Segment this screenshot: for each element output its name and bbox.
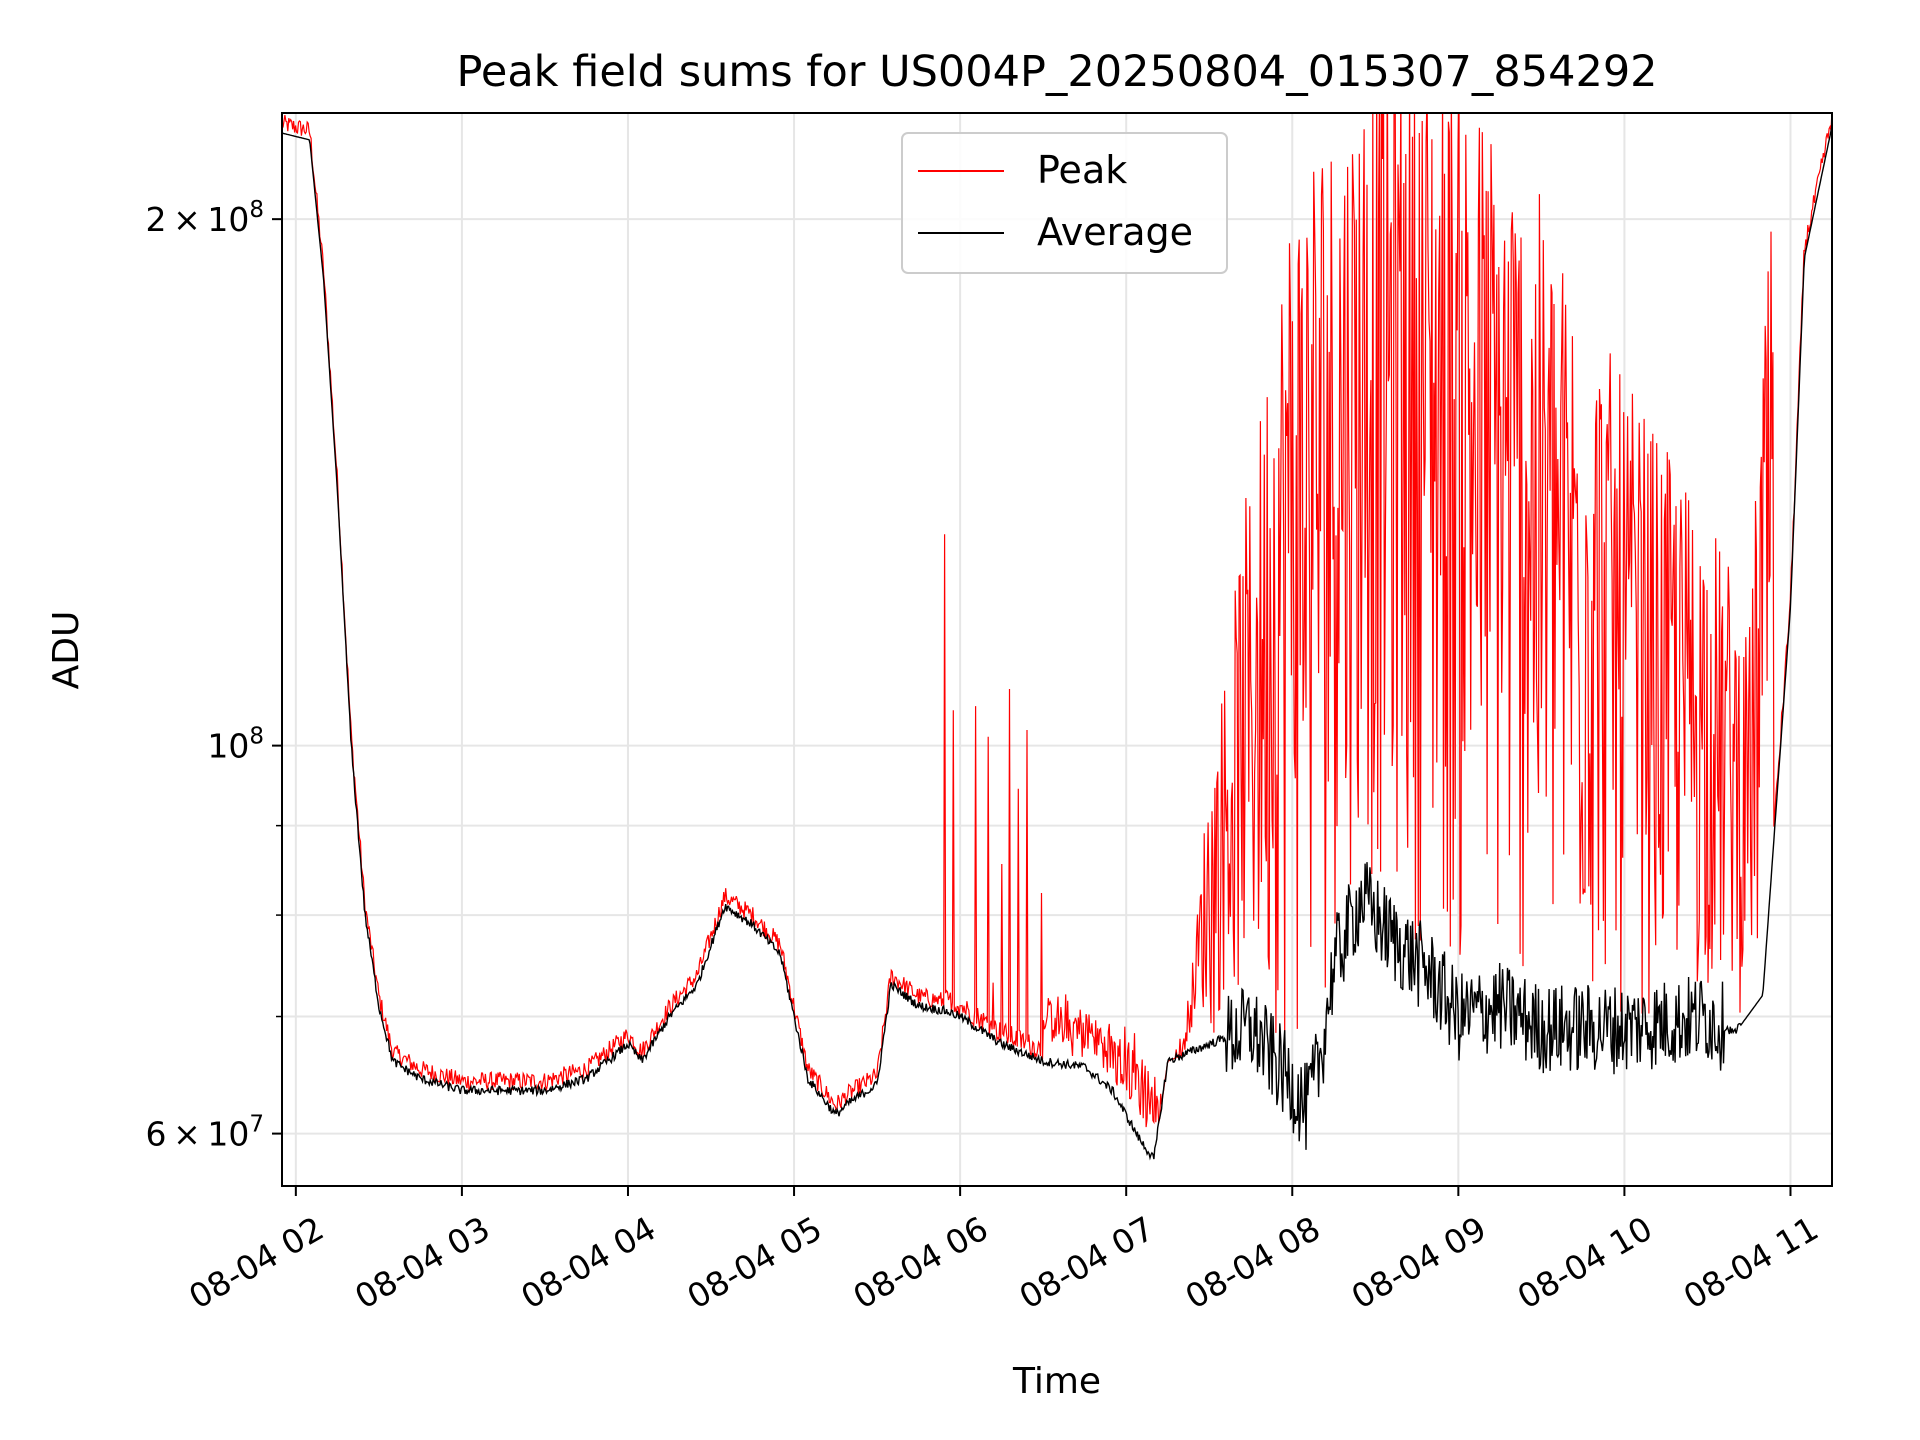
series-line-average	[282, 126, 1832, 1161]
y-tick-label: 108	[207, 724, 264, 766]
y-axis-ticks: 6 × 107 108 2 × 108	[146, 197, 282, 1154]
plot-frame	[281, 112, 1833, 1187]
y-tick-label: 2 × 108	[146, 197, 264, 239]
y-axis-label: ADU	[46, 611, 87, 690]
legend-label-peak: Peak	[1037, 148, 1127, 192]
legend-label-average: Average	[1037, 210, 1193, 254]
y-tick-label: 6 × 107	[146, 1112, 264, 1154]
series-line-peak	[282, 113, 1832, 1128]
legend: Peak Average	[901, 132, 1228, 274]
series-layer	[282, 113, 1832, 1161]
chart-title: Peak field sums for US004P_20250804_0153…	[456, 47, 1657, 97]
legend-box	[901, 132, 1228, 274]
x-axis-label: Time	[1012, 1361, 1101, 1402]
